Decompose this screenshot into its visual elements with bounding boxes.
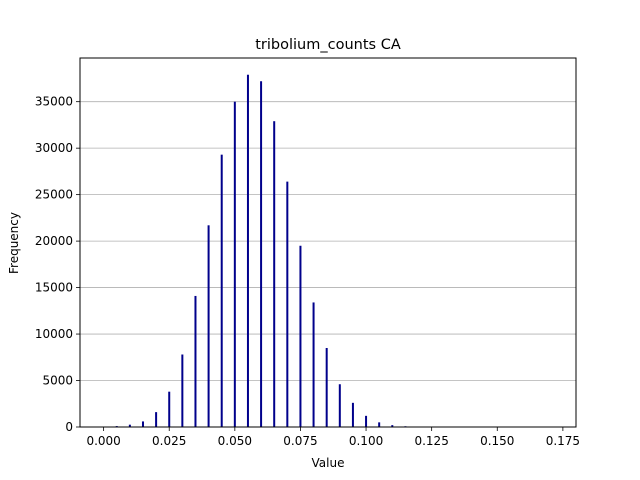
bar-4 xyxy=(155,412,158,427)
bars xyxy=(102,74,407,428)
x-tick-label-6: 0.150 xyxy=(480,434,514,448)
bar-9 xyxy=(220,154,223,428)
bar-22 xyxy=(391,425,394,427)
x-tick-label-4: 0.100 xyxy=(349,434,383,448)
bar-20 xyxy=(365,415,368,427)
bar-17 xyxy=(325,347,328,427)
grid-lines xyxy=(80,101,576,428)
bar-19 xyxy=(351,402,354,427)
y-tick-label-5: 25000 xyxy=(35,188,73,202)
x-tick-label-7: 0.175 xyxy=(546,434,580,448)
bar-6 xyxy=(181,354,184,427)
bar-16 xyxy=(312,302,315,427)
x-tick-label-5: 0.125 xyxy=(414,434,448,448)
bar-11 xyxy=(246,74,249,428)
bar-5 xyxy=(168,391,171,427)
y-tick-label-0: 0 xyxy=(65,420,73,434)
bar-8 xyxy=(207,225,210,427)
chart-title: tribolium_counts CA xyxy=(255,37,401,53)
y-tick-label-2: 10000 xyxy=(35,327,73,341)
bar-13 xyxy=(273,121,276,427)
y-tick-label-7: 35000 xyxy=(35,95,73,109)
x-axis-label: Value xyxy=(312,456,345,470)
bar-2 xyxy=(128,424,131,427)
bar-18 xyxy=(338,384,341,427)
x-tick-label-2: 0.050 xyxy=(218,434,252,448)
bar-21 xyxy=(378,422,381,427)
y-tick-label-6: 30000 xyxy=(35,141,73,155)
x-tick-label-3: 0.075 xyxy=(283,434,317,448)
y-tick-label-4: 20000 xyxy=(35,234,73,248)
x-axis-ticks: 0.000 0.025 0.050 0.075 0.100 0.125 0.150 0.175 xyxy=(86,427,580,448)
y-tick-label-1: 5000 xyxy=(42,374,73,388)
y-axis-ticks: 0 5000 10000 15000 20000 25000 30000 35000 xyxy=(35,95,80,434)
x-tick-label-1: 0.025 xyxy=(152,434,186,448)
y-tick-label-3: 15000 xyxy=(35,281,73,295)
bar-15 xyxy=(299,245,302,427)
bar-7 xyxy=(194,295,197,427)
plot-frame xyxy=(79,57,577,428)
y-axis-label: Frequency xyxy=(7,212,21,274)
bar-12 xyxy=(260,81,263,427)
bar-10 xyxy=(233,101,236,428)
x-tick-label-0: 0.000 xyxy=(86,434,120,448)
bar-3 xyxy=(141,421,144,427)
bar-14 xyxy=(286,181,289,427)
